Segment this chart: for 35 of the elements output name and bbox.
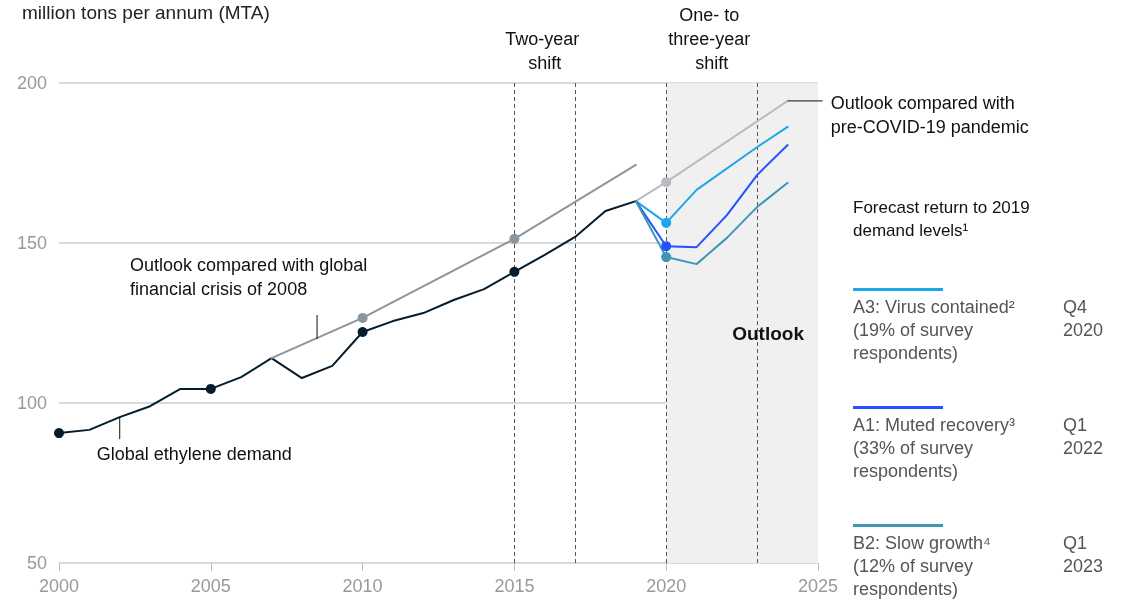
point <box>357 312 368 323</box>
x-tick-label: 2010 <box>342 576 383 596</box>
point <box>509 266 520 277</box>
y-tick-label: 100 <box>16 393 47 413</box>
text: Q4 2020 <box>1063 296 1105 342</box>
y-tick-label: 200 <box>16 73 47 93</box>
legend-label: A3: Virus contained² (19% of survey respondents) <box>853 296 1016 365</box>
point <box>357 326 368 337</box>
text: Q1 2023 <box>1063 532 1105 578</box>
point <box>661 177 672 188</box>
annotation: Outlook compared with pre-COVID-19 pandemic <box>830 92 1029 137</box>
y-tick-label: 150 <box>16 233 47 253</box>
text: Q1 2022 <box>1063 414 1105 460</box>
legend-label: B2: Slow growth⁴ (12% of survey respondents) <box>853 532 992 601</box>
point <box>509 233 520 244</box>
point <box>661 241 672 252</box>
annotation: Outlook compared with global financial crisis of 2008 <box>130 255 373 299</box>
text: One- to three-year shift <box>668 5 756 73</box>
annotation: Global ethylene demand <box>96 444 292 465</box>
point <box>661 217 672 228</box>
legend-label: A1: Muted recovery³ (33% of survey respondents) <box>853 414 1017 483</box>
line-series <box>634 181 789 266</box>
x-tick-label: 2005 <box>190 576 231 596</box>
text: Two-year shift <box>505 29 585 73</box>
point <box>54 428 64 439</box>
x-tick-label: 2000 <box>38 576 80 596</box>
point <box>205 383 216 394</box>
x-tick-label: 2025 <box>797 576 839 596</box>
x-tick-label: 2020 <box>646 576 687 596</box>
band-label: Outlook <box>732 322 805 344</box>
y-axis-title: million tons per annum (MTA) <box>22 2 270 24</box>
x-tick-label: 2015 <box>494 576 535 596</box>
y-tick-label: 50 <box>26 553 47 573</box>
point <box>661 252 672 263</box>
legend-title: Forecast return to 2019 demand levels¹ <box>853 197 1031 242</box>
